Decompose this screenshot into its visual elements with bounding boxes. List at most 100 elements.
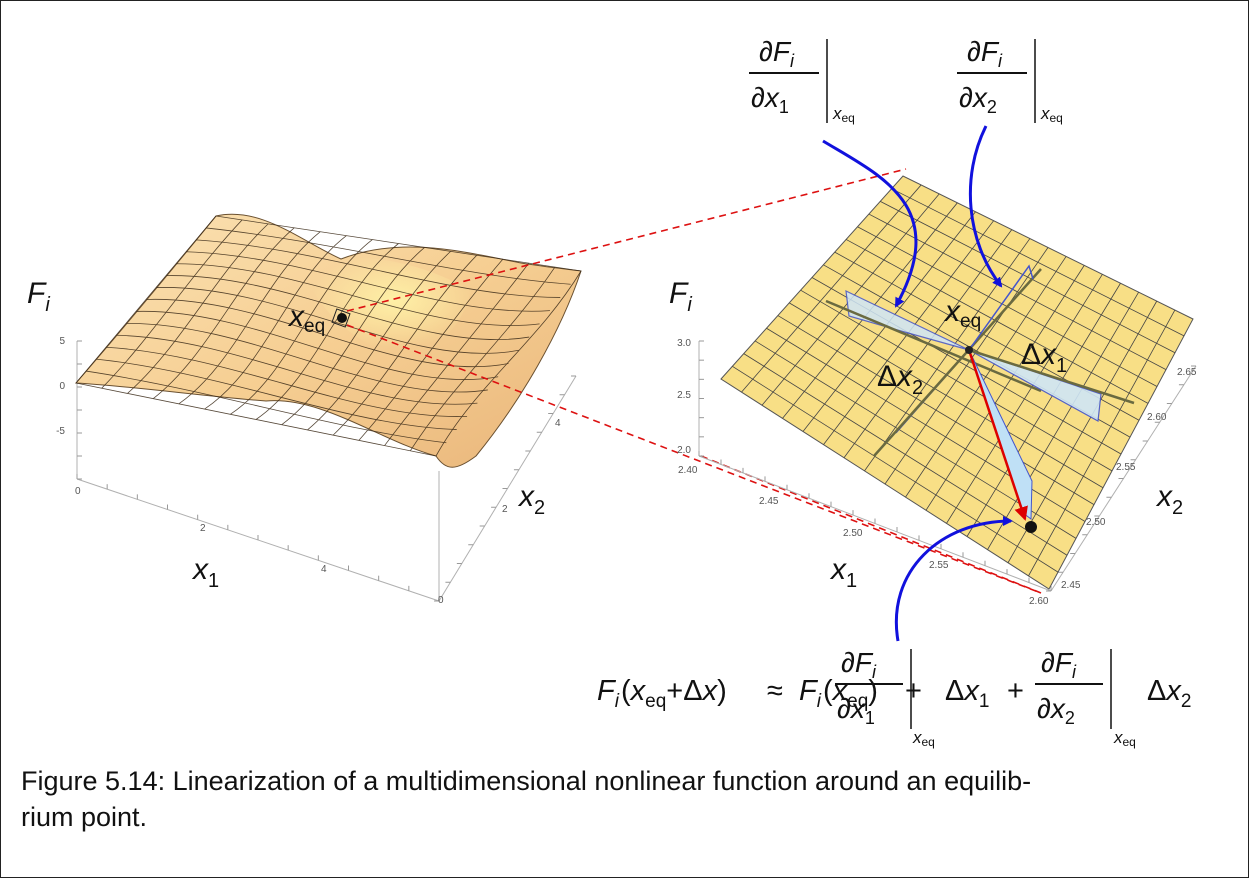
right-x2-tick: 2.60 <box>1147 412 1167 423</box>
surface-mesh-line <box>75 215 217 384</box>
left-x2-tick: 2 <box>502 504 508 515</box>
surface-mesh-line <box>358 258 504 441</box>
formula-lhs: Fi(xeq+Δx) <box>597 675 727 712</box>
left-x2-tick-labels: 0 2 4 <box>438 418 561 606</box>
right-axis-ticks <box>698 340 1196 592</box>
surface-mesh-line <box>384 262 530 446</box>
term2-numerator: ∂Fi <box>1041 647 1077 682</box>
surface-mesh-line <box>185 251 550 312</box>
caption-line-2: rium point. <box>21 802 148 832</box>
zoom-line-top <box>346 168 907 312</box>
delta-vector <box>967 349 1028 521</box>
surface-mesh-line <box>135 311 499 381</box>
left-x2-axis-label: x2 <box>517 480 545 519</box>
slice-dx2-edge <box>968 264 1034 351</box>
left-zoom-box <box>331 308 351 328</box>
right-x1-tick: 2.50 <box>843 528 863 539</box>
plane-grid-line <box>884 247 1049 485</box>
partial2-denominator: ∂x2 <box>959 82 997 117</box>
surface-mesh-line <box>101 219 243 389</box>
right-equilibrium-point <box>965 346 973 354</box>
left-x2-tick: 0 <box>438 595 444 606</box>
formula-plus-1: + <box>905 675 922 707</box>
zoom-line-bottom <box>346 324 1042 594</box>
plane-grid-line <box>880 201 1176 354</box>
surface-mesh-line <box>75 382 437 457</box>
surface-mesh-line <box>175 263 540 326</box>
surface-mesh-line <box>281 247 425 426</box>
left-surface-mesh <box>75 215 582 457</box>
term2-delta: Δx2 <box>1147 675 1191 712</box>
term1-denominator: ∂x1 <box>837 693 875 728</box>
delta-x2-label: Δx2 <box>877 360 923 399</box>
right-x1-tick: 2.60 <box>1029 596 1049 607</box>
arrow-formula <box>894 516 1013 642</box>
right-x2-tick: 2.50 <box>1086 517 1106 528</box>
left-surface <box>74 213 582 468</box>
right-x2-axis-label: x2 <box>1155 480 1183 519</box>
right-x1-tick: 2.45 <box>759 496 779 507</box>
caption-line-1: Figure 5.14: Linearization of a multidim… <box>21 766 1032 796</box>
right-x2-tick: 2.65 <box>1177 367 1197 378</box>
right-x1-axis-label: x1 <box>829 553 857 592</box>
surface-mesh-line <box>85 370 447 444</box>
partial-derivative-x2: ∂Fi ∂x2 xeq <box>957 36 1063 125</box>
plane-grid-line <box>845 239 1149 404</box>
surface-mesh-line <box>195 239 561 298</box>
plane-grid-line <box>925 265 1085 511</box>
formula-plus-2: + <box>1007 675 1024 707</box>
left-z-axis-label: Fi <box>27 277 50 316</box>
slice-x1-line <box>968 348 1135 405</box>
plane-grid-line <box>891 188 1185 337</box>
right-x2-tick-labels: 2.65 2.60 2.55 2.50 2.45 <box>1061 367 1197 591</box>
left-z-tick: 5 <box>59 336 65 347</box>
surface-mesh-line <box>435 270 582 457</box>
left-x2-tick: 4 <box>555 418 561 429</box>
surface-mesh-line <box>255 243 399 420</box>
slice-x2-fill <box>845 289 970 351</box>
term1-delta: Δx1 <box>945 675 989 712</box>
surface-mesh-line <box>332 255 478 436</box>
term1-numerator: ∂Fi <box>841 647 877 682</box>
plane-grid-line <box>905 256 1067 498</box>
right-x1-tick: 2.40 <box>678 465 698 476</box>
right-plot: 3.0 2.5 2.0 2.40 2.45 2.50 2.55 2.60 2.6… <box>669 175 1197 607</box>
left-equilibrium-label: xeq <box>287 300 325 337</box>
surface-mesh-line <box>215 215 582 272</box>
right-tangent-plane <box>720 175 1194 590</box>
plane-grid-line <box>1007 300 1158 563</box>
surface-mesh-line <box>145 299 509 368</box>
partial1-eval-point: xeq <box>832 104 855 125</box>
term2-denominator: ∂x2 <box>1037 693 1075 728</box>
left-x1-tick: 4 <box>321 564 327 575</box>
surface-mesh-line <box>115 334 478 405</box>
surface-mesh-line <box>95 358 457 430</box>
right-z-tick: 2.0 <box>677 445 691 456</box>
slice-x2-line <box>825 299 1042 393</box>
right-x2-tick: 2.45 <box>1061 580 1081 591</box>
right-z-tick: 3.0 <box>677 338 691 349</box>
surface-mesh-line <box>178 231 321 405</box>
partial1-numerator: ∂Fi <box>759 36 795 71</box>
partial1-denominator: ∂x1 <box>751 82 789 117</box>
surface-mesh-line <box>105 346 468 417</box>
right-x2-tick: 2.55 <box>1116 462 1136 473</box>
left-x1-axis-label: x1 <box>191 553 219 592</box>
right-x1-tick: 2.55 <box>929 560 949 571</box>
formula-approx: ≈ <box>767 675 783 707</box>
surface-mesh-line <box>152 227 295 399</box>
surface-mesh-line <box>127 223 269 394</box>
plane-grid-line <box>966 283 1121 537</box>
surface-mesh-line <box>155 287 519 354</box>
partial2-numerator: ∂Fi <box>967 36 1003 71</box>
surface-mesh-line <box>409 266 556 452</box>
right-equilibrium-label: xeq <box>943 295 981 332</box>
left-z-tick: -5 <box>56 426 65 437</box>
right-z-tick: 2.5 <box>677 390 691 401</box>
plane-grid-line <box>868 213 1167 370</box>
term2-eval-point: xeq <box>1113 728 1136 749</box>
left-axis-ticks <box>76 340 576 602</box>
plane-grid-line <box>946 274 1103 524</box>
